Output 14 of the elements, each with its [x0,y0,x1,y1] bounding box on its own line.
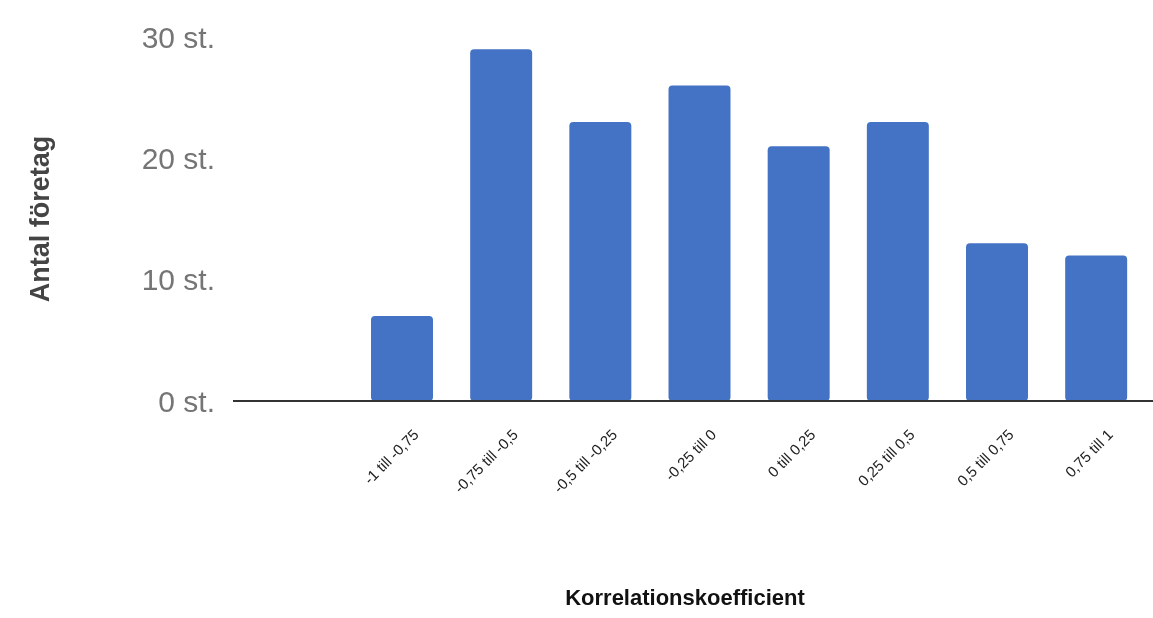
bar [866,121,929,401]
bar [470,49,533,401]
bar [966,243,1028,401]
bar [569,121,632,401]
bar [767,146,830,401]
y-axis-title: Antal företag [25,135,56,303]
bar [668,85,731,401]
bar [1065,255,1128,401]
y-tick-label: 10 st. [141,263,215,297]
y-tick-label: 20 st. [141,141,215,175]
x-axis-title: Korrelationskoefficient [565,585,806,610]
y-tick-label: 0 st. [158,384,215,418]
y-tick-label: 30 st. [141,20,215,54]
bar [371,316,433,401]
